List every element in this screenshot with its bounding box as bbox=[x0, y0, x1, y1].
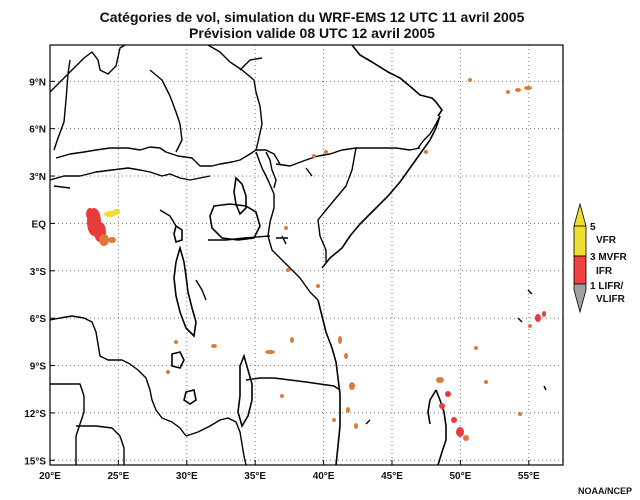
forecast-patch bbox=[280, 394, 284, 398]
forecast-patch bbox=[108, 237, 116, 243]
lat-tick-label: 6°N bbox=[29, 125, 46, 136]
mozambique-coast bbox=[317, 299, 341, 465]
forecast-patch bbox=[456, 427, 464, 437]
legend-label-vlifr: VLIFR bbox=[596, 294, 626, 305]
forecast-patch bbox=[506, 90, 510, 94]
kenya-uganda-border bbox=[255, 151, 319, 301]
legend-vfr-swatch bbox=[573, 202, 587, 257]
lat-tick-label: 15°S bbox=[24, 456, 46, 467]
credit-label: NOAA/NCEP bbox=[578, 486, 632, 496]
forecast-patch bbox=[346, 407, 350, 413]
lat-tick-label: 12°S bbox=[24, 409, 46, 420]
lon-tick-label: 30°E bbox=[176, 471, 198, 482]
forecast-patch bbox=[535, 314, 541, 322]
lon-tick-label: 55°E bbox=[518, 471, 540, 482]
forecast-patch bbox=[445, 391, 451, 397]
flight-category-legend: 5 VFR 3 MVFR IFR 1 LIFR/ VLIFR bbox=[573, 202, 627, 314]
forecast-patch bbox=[349, 382, 355, 390]
lat-tick-label: 3°S bbox=[30, 267, 47, 278]
forecast-patch bbox=[99, 234, 109, 246]
lon-tick-label: 20°E bbox=[39, 471, 61, 482]
forecast-patch bbox=[286, 268, 290, 272]
sudan-border bbox=[50, 45, 281, 167]
forecast-patch bbox=[451, 417, 457, 423]
map-title-line1: Catégories de vol, simulation du WRF-EMS… bbox=[100, 9, 525, 25]
map-frame bbox=[49, 44, 564, 466]
forecast-patch bbox=[174, 340, 178, 344]
lon-tick-label: 35°E bbox=[244, 471, 266, 482]
tanzania-mozambique-border bbox=[245, 377, 341, 391]
somalia-coast bbox=[321, 115, 441, 269]
forecast-patch bbox=[463, 435, 469, 441]
forecast-patch bbox=[528, 324, 532, 328]
legend-lifr-swatch bbox=[573, 283, 587, 314]
lake-tanganyika bbox=[173, 245, 197, 338]
zambia-border bbox=[76, 417, 247, 465]
lake-malawi bbox=[237, 353, 253, 428]
legend-label-mvfr: 3 MVFR bbox=[590, 252, 627, 263]
forecast-patch bbox=[265, 350, 275, 354]
lat-tick-label: 9°S bbox=[30, 362, 47, 373]
lat-tick-label: EQ bbox=[32, 219, 47, 230]
red-sea-coast bbox=[351, 45, 443, 117]
geography bbox=[50, 45, 547, 465]
islands bbox=[53, 185, 547, 425]
lon-tick-label: 50°E bbox=[450, 471, 472, 482]
lake-bangweulu bbox=[183, 389, 197, 405]
lon-tick-label: 25°E bbox=[108, 471, 130, 482]
forecast-patch bbox=[338, 336, 342, 344]
forecast-patch bbox=[324, 150, 328, 154]
legend-ifr-swatch bbox=[573, 255, 587, 285]
lat-tick-label: 9°N bbox=[29, 77, 46, 88]
forecast-patch bbox=[436, 377, 444, 383]
forecast-patch bbox=[484, 380, 488, 384]
forecast-patch bbox=[474, 346, 478, 350]
forecast-patch bbox=[515, 88, 521, 92]
lake-victoria bbox=[209, 203, 261, 241]
forecast-patch bbox=[332, 418, 336, 422]
forecast-patch bbox=[316, 284, 320, 288]
forecast-patch bbox=[312, 154, 316, 158]
forecast-patch bbox=[542, 311, 546, 317]
forecast-patch bbox=[86, 208, 94, 220]
drc-angola-border bbox=[50, 315, 187, 465]
madagascar-coast bbox=[427, 389, 447, 465]
flight-category-patches bbox=[86, 78, 546, 441]
forecast-patch bbox=[344, 353, 348, 359]
ethiopia-border bbox=[275, 115, 441, 167]
axis-ticks: 20°E 25°E 30°E 35°E 40°E 45°E 50°E 55°E 9°N 6°N 3°… bbox=[24, 77, 540, 482]
lon-tick-label: 40°E bbox=[313, 471, 335, 482]
forecast-patch bbox=[290, 337, 294, 343]
forecast-patch bbox=[211, 344, 217, 348]
lat-tick-label: 3°N bbox=[29, 172, 46, 183]
lake-mweru bbox=[171, 351, 185, 369]
legend-label-ifr: IFR bbox=[596, 266, 613, 277]
forecast-patch bbox=[518, 412, 522, 416]
sudan-interior-border bbox=[149, 45, 263, 153]
lake-kivu bbox=[173, 224, 183, 244]
forecast-patch bbox=[112, 209, 120, 215]
kenya-somalia-border bbox=[317, 147, 357, 262]
graticule bbox=[50, 45, 563, 465]
forecast-patch bbox=[524, 86, 532, 90]
lon-tick-label: 45°E bbox=[381, 471, 403, 482]
forecast-patch bbox=[354, 423, 358, 429]
forecast-patch bbox=[468, 78, 472, 82]
lat-tick-label: 6°S bbox=[30, 314, 47, 325]
forecast-patch bbox=[439, 403, 445, 409]
coastal-features bbox=[159, 151, 313, 301]
legend-label-lifr: 1 LIFR/ bbox=[590, 281, 624, 292]
legend-label-5: 5 bbox=[590, 222, 596, 233]
legend-label-vfr: VFR bbox=[596, 235, 617, 246]
forecast-patch bbox=[424, 150, 428, 154]
lake-albert bbox=[233, 176, 247, 216]
drc-north-border bbox=[50, 167, 211, 181]
forecast-patch bbox=[166, 370, 170, 374]
map-title-line2: Prévision valide 08 UTC 12 avril 2005 bbox=[189, 25, 435, 41]
forecast-patch bbox=[284, 226, 288, 230]
